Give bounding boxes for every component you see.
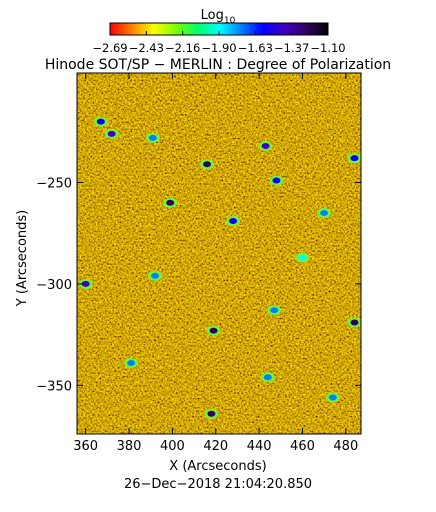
feature-core: [320, 209, 329, 216]
feature-core: [107, 130, 116, 137]
heatmap-speckle: [77, 73, 361, 434]
x-axis-ticks: 360 380 400 420 440 460 480: [73, 73, 358, 454]
x-tick-label: 400: [160, 439, 185, 454]
x-tick-label: 420: [203, 439, 228, 454]
feature-core: [350, 319, 359, 326]
feature-core: [166, 199, 175, 206]
colorbar-ticks: −2.69 −2.43 −2.16 −1.90 −1.63 −1.37 −1.10: [92, 31, 346, 55]
y-tick-label: −300: [36, 278, 72, 293]
feature-core: [229, 218, 238, 225]
feature-core: [209, 327, 218, 334]
x-tick-label: 460: [290, 439, 315, 454]
y-tick-label: −250: [36, 177, 72, 192]
x-tick-label: 380: [117, 439, 142, 454]
y-axis-ticks: −250 −300 −350: [36, 177, 361, 394]
heatmap-plot-area: [77, 73, 361, 434]
colorbar-tick-label: −2.43: [129, 41, 164, 55]
x-axis-label: X (Arcseconds): [169, 459, 266, 474]
y-axis-label: Y (Arcseconds): [15, 210, 30, 307]
feature-core: [272, 177, 281, 184]
feature-core: [127, 360, 136, 367]
colorbar-tick-label: −1.90: [201, 41, 236, 55]
colorbar-tick-label: −1.63: [238, 41, 273, 55]
chart-title: Hinode SOT/SP − MERLIN : Degree of Polar…: [45, 57, 391, 73]
colorbar-tick-label: −2.16: [165, 41, 200, 55]
x-tick-label: 480: [333, 439, 358, 454]
feature-core: [81, 280, 90, 287]
feature-core: [350, 155, 359, 162]
x-tick-label: 440: [247, 439, 272, 454]
feature-core: [328, 394, 337, 401]
polarization-features: [78, 116, 361, 419]
feature-core: [270, 307, 279, 314]
colorbar-tick-label: −1.10: [310, 41, 345, 55]
colorbar-tick-label: −1.37: [274, 41, 309, 55]
feature-core: [263, 374, 272, 381]
feature-core: [261, 143, 270, 150]
plot-frame: [76, 72, 362, 435]
y-tick-label: −350: [36, 379, 72, 394]
timestamp: 26−Dec−2018 21:04:20.850: [124, 477, 312, 492]
feature-core: [207, 410, 216, 417]
feature-core: [203, 161, 212, 168]
feature-core: [298, 254, 307, 261]
feature-core: [148, 134, 157, 141]
feature-core: [96, 118, 105, 125]
feature-core: [151, 272, 160, 279]
colorbar-label: Log10: [201, 8, 236, 26]
x-tick-label: 360: [73, 439, 98, 454]
colorbar-tick-label: −2.69: [92, 41, 127, 55]
